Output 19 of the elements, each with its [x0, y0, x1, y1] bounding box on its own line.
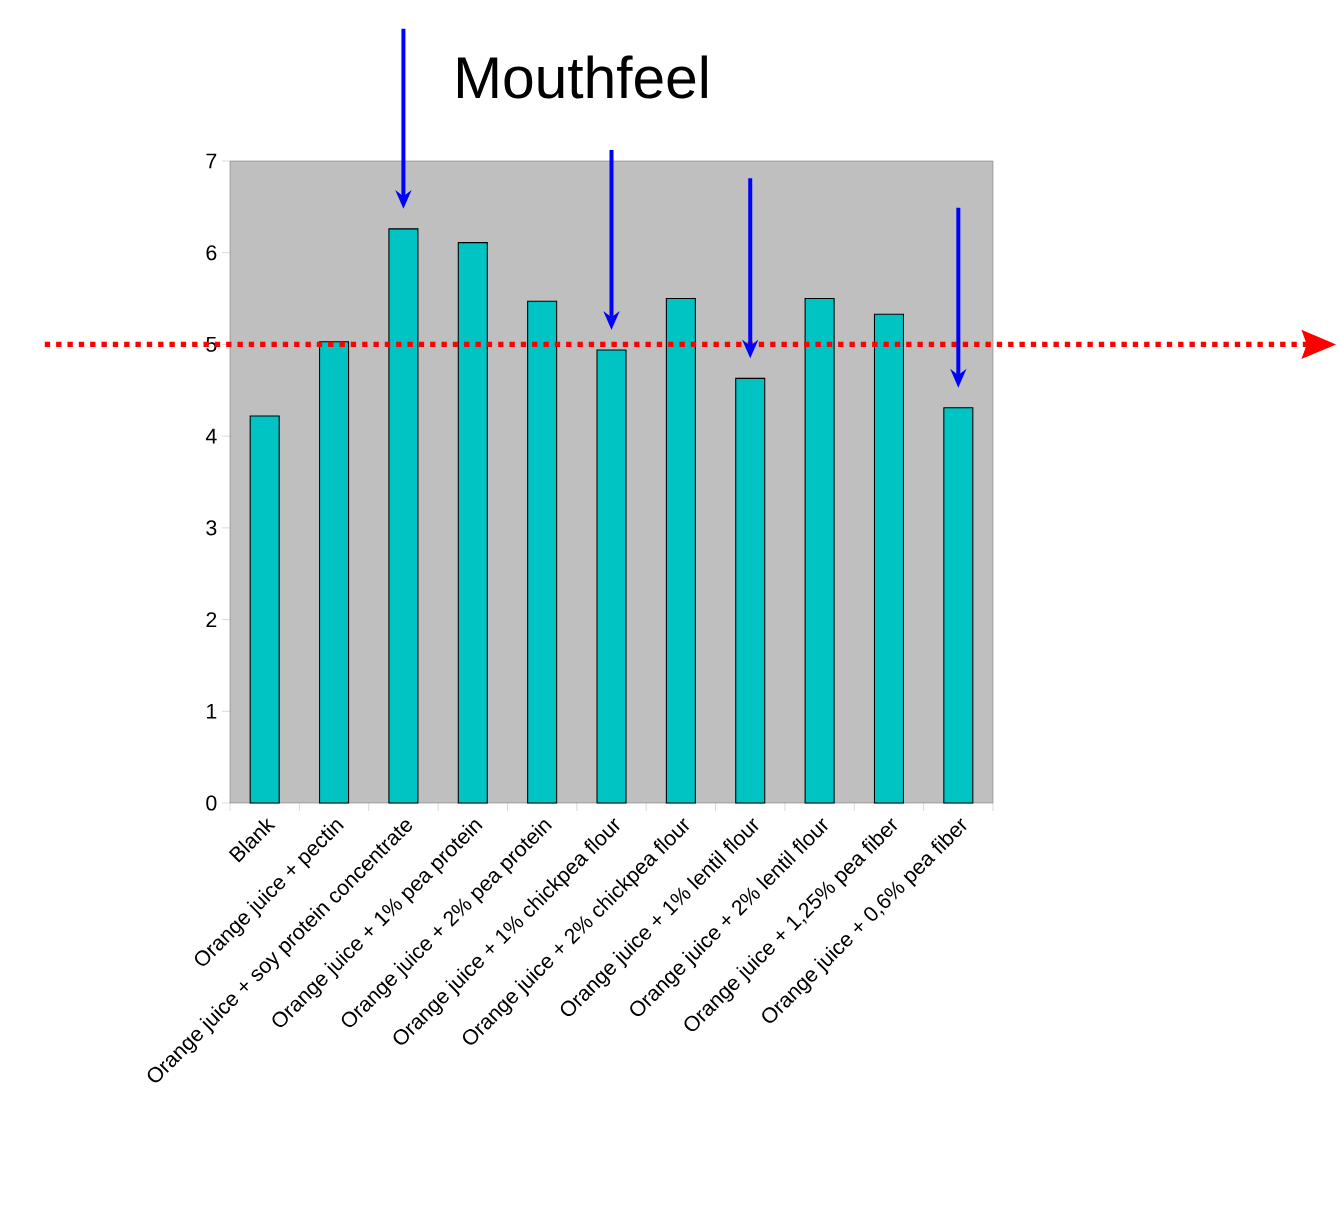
- bar: [249, 415, 280, 804]
- y-tick-label: 6: [206, 245, 217, 261]
- bar: [596, 349, 627, 804]
- y-tick-label: 1: [207, 703, 217, 719]
- bar: [319, 341, 350, 804]
- bar: [804, 298, 835, 804]
- bar: [873, 313, 904, 804]
- chart-title: Mouthfeel: [458, 55, 707, 99]
- bar: [527, 300, 558, 804]
- y-tick-label: 4: [205, 428, 217, 444]
- y-tick-label: 3: [206, 520, 217, 536]
- bar: [735, 377, 766, 804]
- bar: [665, 298, 696, 804]
- y-tick-label: 0: [206, 795, 217, 811]
- y-tick-label: 7: [206, 153, 217, 169]
- y-tick-label: 2: [206, 612, 217, 628]
- bar: [388, 228, 419, 804]
- bar: [457, 242, 488, 804]
- bar: [943, 407, 974, 804]
